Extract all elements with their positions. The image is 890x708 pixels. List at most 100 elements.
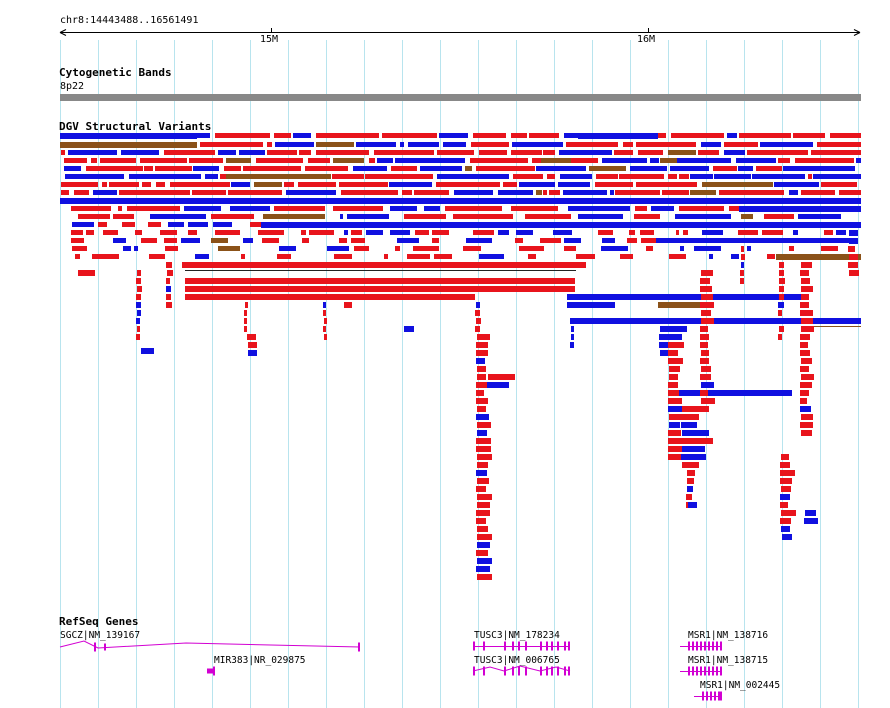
variant-bar[interactable] <box>793 230 798 235</box>
variant-bar[interactable] <box>682 438 713 444</box>
variant-bar[interactable] <box>602 158 647 163</box>
variant-bar[interactable] <box>849 230 858 236</box>
variant-bar[interactable] <box>658 302 712 308</box>
variant-bar[interactable] <box>719 190 784 195</box>
variant-bar[interactable] <box>374 150 434 155</box>
variant-bar[interactable] <box>263 214 325 219</box>
variant-bar[interactable] <box>701 318 714 324</box>
variant-bar[interactable] <box>140 158 187 163</box>
variant-bar[interactable] <box>239 150 265 155</box>
variant-bar[interactable] <box>634 214 660 219</box>
variant-bar[interactable] <box>747 150 808 155</box>
variant-bar[interactable] <box>687 470 695 476</box>
variant-bar[interactable] <box>800 398 807 404</box>
variant-bar[interactable] <box>60 142 197 148</box>
variant-bar[interactable] <box>780 502 788 508</box>
variant-bar[interactable] <box>60 133 197 139</box>
variant-bar[interactable] <box>741 214 753 219</box>
variant-bar[interactable] <box>119 190 190 195</box>
gene-exon[interactable] <box>720 691 722 701</box>
variant-bar[interactable] <box>690 174 713 179</box>
variant-bar[interactable] <box>230 206 270 211</box>
variant-bar[interactable] <box>568 206 630 211</box>
gene-exon[interactable] <box>716 666 718 676</box>
variant-bar[interactable] <box>690 190 716 195</box>
variant-bar[interactable] <box>619 174 664 179</box>
variant-bar[interactable] <box>465 166 472 171</box>
variant-bar[interactable] <box>800 382 812 388</box>
variant-bar[interactable] <box>595 182 633 187</box>
variant-bar[interactable] <box>248 342 257 348</box>
variant-bar[interactable] <box>779 278 785 284</box>
variant-bar[interactable] <box>323 302 326 308</box>
gene-exon[interactable] <box>716 641 718 651</box>
variant-bar[interactable] <box>443 142 466 147</box>
gene-label-msr1-b[interactable]: MSR1|NM_138715 <box>688 655 769 666</box>
variant-bar[interactable] <box>389 182 432 187</box>
variant-bar[interactable] <box>635 206 647 211</box>
variant-bar[interactable] <box>780 470 795 476</box>
variant-bar[interactable] <box>801 326 814 332</box>
variant-bar[interactable] <box>100 158 136 163</box>
gene-exon[interactable] <box>700 666 702 676</box>
variant-bar[interactable] <box>347 214 389 219</box>
variant-bar[interactable] <box>68 150 117 155</box>
variant-bar[interactable] <box>215 133 270 138</box>
variant-bar[interactable] <box>390 230 410 235</box>
track-title-dgv[interactable]: DGV Structural Variants <box>59 120 212 133</box>
variant-bar[interactable] <box>218 246 240 251</box>
variant-bar[interactable] <box>327 246 349 251</box>
variant-bar[interactable] <box>801 262 812 268</box>
gene-exon[interactable] <box>483 641 485 651</box>
variant-bar[interactable] <box>397 238 419 243</box>
variant-bar[interactable] <box>727 133 737 138</box>
variant-bar[interactable] <box>800 270 809 276</box>
variant-bar[interactable] <box>286 190 336 195</box>
variant-bar[interactable] <box>602 238 615 243</box>
variant-bar[interactable] <box>660 158 677 163</box>
variant-bar[interactable] <box>445 206 502 211</box>
variant-bar[interactable] <box>558 182 590 187</box>
variant-bar[interactable] <box>166 262 172 268</box>
variant-bar[interactable] <box>801 318 813 324</box>
variant-bar[interactable] <box>415 230 429 235</box>
variant-bar[interactable] <box>849 254 858 260</box>
variant-bar[interactable] <box>804 518 818 524</box>
variant-bar[interactable] <box>316 142 354 147</box>
variant-bar[interactable] <box>166 294 171 300</box>
variant-bar[interactable] <box>596 174 618 179</box>
variant-bar[interactable] <box>660 350 675 356</box>
variant-bar[interactable] <box>627 238 637 243</box>
variant-bar[interactable] <box>188 230 197 235</box>
variant-bar[interactable] <box>471 142 509 147</box>
variant-bar[interactable] <box>454 190 493 195</box>
gene-exon[interactable] <box>512 666 514 676</box>
gene-exon[interactable] <box>696 666 698 676</box>
variant-bar[interactable] <box>778 302 784 308</box>
variant-bar[interactable] <box>477 526 488 532</box>
variant-bar[interactable] <box>800 302 809 308</box>
variant-bar[interactable] <box>434 254 452 259</box>
variant-bar[interactable] <box>477 454 492 460</box>
variant-bar[interactable] <box>800 342 808 348</box>
variant-bar[interactable] <box>323 326 326 332</box>
variant-bar[interactable] <box>646 246 653 251</box>
gene-exon[interactable] <box>207 668 215 674</box>
gene-exon[interactable] <box>525 666 527 676</box>
variant-bar[interactable] <box>420 166 462 171</box>
variant-bar[interactable] <box>136 334 140 340</box>
variant-bar[interactable] <box>144 166 153 171</box>
variant-bar[interactable] <box>476 390 484 396</box>
variant-bar[interactable] <box>589 166 626 171</box>
variant-bar[interactable] <box>781 510 796 516</box>
variant-bar[interactable] <box>824 230 833 235</box>
variant-bar[interactable] <box>61 190 69 195</box>
variant-bar[interactable] <box>519 182 555 187</box>
variant-bar[interactable] <box>141 348 154 354</box>
variant-bar[interactable] <box>377 158 393 163</box>
variant-bar[interactable] <box>669 334 682 340</box>
variant-bar[interactable] <box>668 438 684 444</box>
variant-bar[interactable] <box>487 382 509 388</box>
variant-bar[interactable] <box>475 310 480 316</box>
variant-bar[interactable] <box>714 174 751 179</box>
